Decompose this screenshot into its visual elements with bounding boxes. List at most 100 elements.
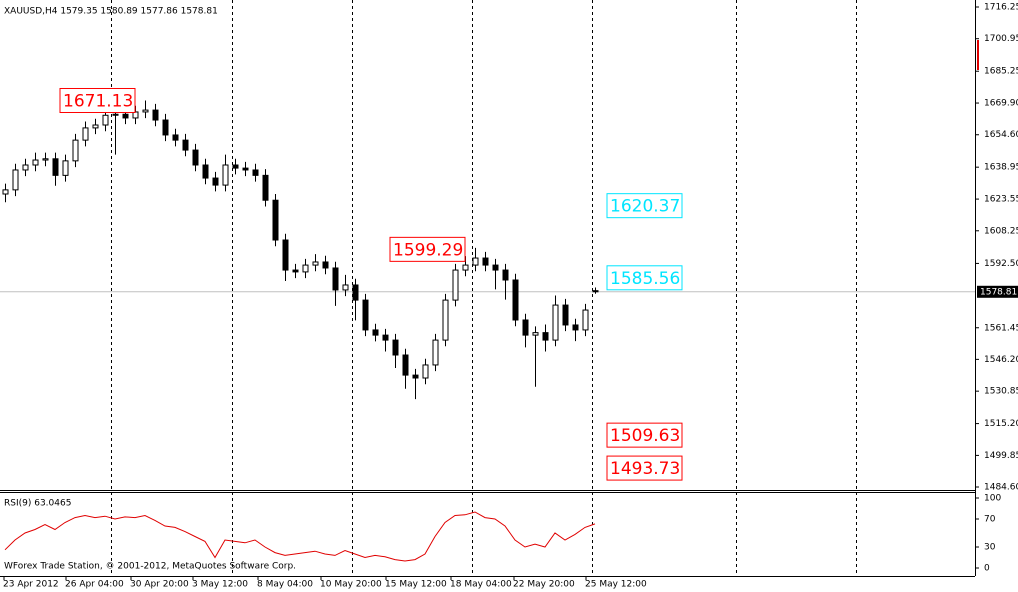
frame — [0, 0, 976, 577]
level-box — [606, 193, 683, 219]
y-tick-label: 1638.95 — [984, 163, 1018, 173]
candle-body — [382, 334, 389, 341]
current-price-box — [977, 285, 1018, 298]
level-box — [59, 87, 136, 113]
x-tick-label: 3 May 12:00 — [192, 580, 248, 590]
level-label: 1620.37 — [610, 197, 680, 217]
candle-body — [492, 264, 499, 271]
candle-body — [462, 264, 469, 271]
candle-body — [252, 169, 259, 176]
level-label: 1585.56 — [610, 269, 680, 289]
candle-body — [262, 174, 269, 201]
candle-body — [302, 264, 309, 273]
candle-body — [42, 158, 49, 161]
candle-body — [52, 158, 59, 176]
candle-body — [292, 269, 299, 273]
y-tick-label: 1623.55 — [984, 195, 1018, 205]
candle-body — [522, 319, 529, 336]
level-label: 1509.63 — [610, 426, 680, 446]
candle-body — [202, 164, 209, 179]
candle-body — [72, 139, 79, 162]
candle-body — [162, 119, 169, 136]
x-tick-label: 22 May 20:00 — [513, 580, 575, 590]
candle-body — [592, 290, 599, 293]
y-tick-label: 1484.60 — [984, 483, 1018, 493]
candle-body — [362, 299, 369, 331]
rsi-title: RSI(9) 63.0465 — [4, 499, 71, 509]
level-label: 1671.13 — [63, 91, 133, 111]
candle-body — [552, 304, 559, 341]
candle-body — [2, 189, 9, 195]
candle-body — [392, 339, 399, 356]
y-tick-label: 1654.60 — [984, 130, 1018, 140]
y-tick-label: 1716.25 — [984, 3, 1018, 13]
candle-body — [222, 164, 229, 186]
y-tick-label: 100 — [984, 494, 1001, 504]
candle-body — [22, 164, 29, 171]
level-box — [606, 455, 683, 481]
candle-body — [512, 279, 519, 321]
x-tick-label: 26 Apr 04:00 — [65, 580, 124, 590]
candle-body — [322, 261, 329, 269]
candle-body — [32, 159, 39, 166]
candle-body — [562, 304, 569, 326]
candle-body — [422, 364, 429, 379]
candle-body — [62, 160, 69, 176]
y-tick-label: 1669.90 — [984, 99, 1018, 109]
y-tick-label: 70 — [984, 515, 996, 525]
candle-body — [582, 309, 589, 331]
y-tick-label: 1499.85 — [984, 451, 1018, 461]
y-tick-label: 1546.20 — [984, 355, 1018, 365]
candle-body — [402, 354, 409, 376]
candle-body — [282, 239, 289, 271]
candle-body — [12, 169, 19, 191]
level-box — [606, 422, 683, 448]
candle-body — [182, 139, 189, 151]
y-tick-label: 30 — [984, 543, 996, 553]
candle-body — [332, 267, 339, 291]
y-tick-label: 1608.25 — [984, 226, 1018, 236]
candle-body — [312, 261, 319, 266]
candle-body — [502, 269, 509, 281]
candle-body — [142, 109, 149, 113]
x-tick-label: 15 May 12:00 — [385, 580, 447, 590]
y-tick-label: 1561.45 — [984, 323, 1018, 333]
candle-body — [92, 124, 99, 129]
chart-title: XAUUSD,H4 1579.35 1580.89 1577.86 1578.8… — [4, 7, 218, 17]
candle-body — [242, 167, 249, 171]
y-tick-label: 1700.95 — [984, 34, 1018, 44]
candle-body — [192, 149, 199, 166]
current-price-label: 1578.81 — [980, 287, 1017, 297]
candle-body — [122, 113, 129, 119]
candle-body — [172, 134, 179, 141]
footer: WForex Trade Station, © 2001-2012, MetaQ… — [4, 562, 296, 572]
candle-body — [272, 199, 279, 241]
candle-body — [532, 332, 539, 336]
candle-body — [432, 339, 439, 366]
candle-body — [542, 332, 549, 341]
level-box — [606, 265, 683, 291]
rsi-line — [4, 511, 596, 562]
x-tick-label: 10 May 20:00 — [320, 580, 382, 590]
x-tick-label: 18 May 04:00 — [450, 580, 512, 590]
y-tick-label: 1592.50 — [984, 259, 1018, 269]
candle-body — [412, 374, 419, 379]
candle-body — [442, 299, 449, 341]
level-box — [389, 236, 466, 262]
candle-body — [112, 113, 119, 116]
candle-body — [472, 257, 479, 266]
candle-body — [572, 324, 579, 331]
level-label: 1599.29 — [393, 240, 463, 260]
candle-body — [352, 284, 359, 301]
y-tick-label: 1685.25 — [984, 67, 1018, 77]
x-tick-label: 8 May 04:00 — [257, 580, 313, 590]
y-tick-label: 0 — [984, 564, 990, 574]
x-tick-label: 30 Apr 20:00 — [130, 580, 189, 590]
candle-body — [152, 109, 159, 121]
candle-body — [232, 164, 239, 169]
x-tick-label: 23 Apr 2012 — [3, 580, 59, 590]
y-tick-label: 1530.85 — [984, 387, 1018, 397]
candle-body — [452, 269, 459, 301]
candle-body — [212, 177, 219, 186]
